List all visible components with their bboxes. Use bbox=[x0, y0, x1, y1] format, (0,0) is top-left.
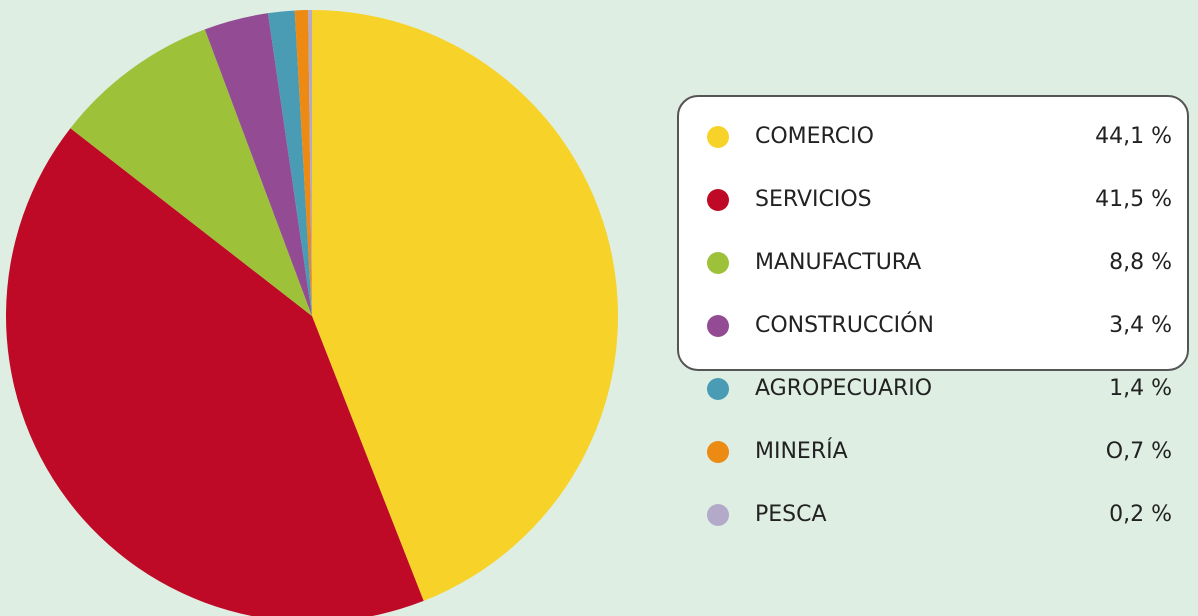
pie-slice bbox=[6, 128, 424, 616]
legend-marker bbox=[707, 504, 729, 526]
legend-value: 0,2 % bbox=[1109, 502, 1172, 527]
legend-label: CONSTRUCCIÓN bbox=[755, 312, 934, 338]
legend-marker bbox=[707, 378, 729, 400]
legend-label: MANUFACTURA bbox=[755, 250, 921, 275]
legend-marker bbox=[707, 189, 729, 211]
legend-label: PESCA bbox=[755, 502, 827, 527]
pie-slice bbox=[294, 10, 312, 317]
legend-marker bbox=[707, 126, 729, 148]
legend-marker bbox=[707, 252, 729, 274]
legend-label: AGROPECUARIO bbox=[755, 376, 932, 401]
pie-slice bbox=[312, 10, 619, 601]
pie-slice bbox=[204, 13, 312, 316]
legend-value: 1,4 % bbox=[1109, 376, 1172, 401]
pie-slice bbox=[267, 10, 312, 316]
legend-label: COMERCIO bbox=[755, 124, 874, 149]
pie-slice bbox=[70, 29, 312, 316]
legend-value: O,7 % bbox=[1106, 439, 1172, 464]
legend-value: 3,4 % bbox=[1109, 313, 1172, 338]
legend-value: 41,5 % bbox=[1095, 187, 1172, 212]
legend-value: 44,1 % bbox=[1095, 124, 1172, 149]
legend-value: 8,8 % bbox=[1109, 250, 1172, 275]
legend-marker bbox=[707, 441, 729, 463]
legend-label: SERVICIOS bbox=[755, 187, 872, 212]
legend-box bbox=[677, 95, 1189, 371]
legend-label: MINERÍA bbox=[755, 438, 848, 464]
legend-marker bbox=[707, 315, 729, 337]
pie-slice bbox=[308, 10, 312, 316]
